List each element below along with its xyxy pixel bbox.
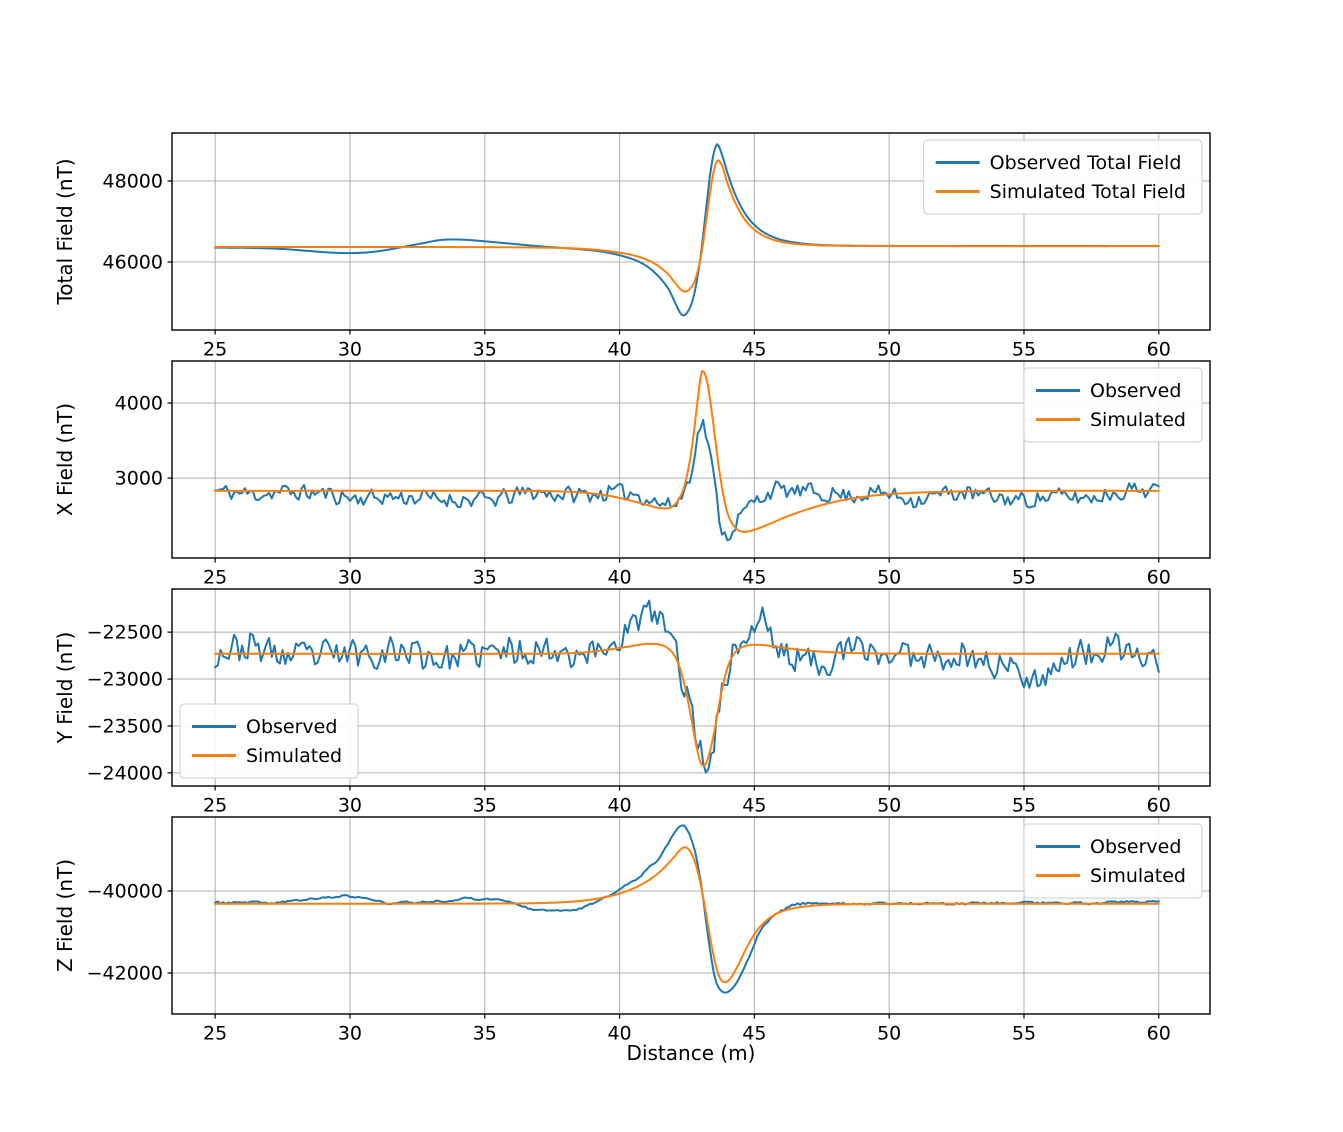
y-tick-label: −23500 — [87, 715, 163, 737]
series-observed-line — [214, 599, 1160, 774]
legend-label: Observed — [1090, 380, 1181, 402]
y-axis-label-y-field: Y Field (nT) — [53, 632, 77, 745]
axes-spine — [171, 360, 1211, 559]
legend-label: Simulated — [246, 745, 342, 767]
series-observed-line — [214, 418, 1160, 542]
x-tick-label: 45 — [742, 795, 766, 817]
x-tick-label: 50 — [877, 567, 901, 589]
plot-panels: 25 30 35 40 45 50 55 60 46000 48000 Observed Total… — [87, 132, 1211, 1045]
series-simulated-line — [214, 846, 1160, 984]
x-tick-label: 55 — [1012, 795, 1036, 817]
x-tick-label: 45 — [742, 339, 766, 361]
y-tick-label: −42000 — [87, 963, 163, 985]
x-tick-label: 45 — [742, 1023, 766, 1045]
y-tick-label: 4000 — [115, 393, 163, 415]
x-tick-label: 60 — [1147, 1023, 1171, 1045]
x-tick-label: 30 — [338, 339, 362, 361]
x-tick-label: 40 — [607, 1023, 631, 1045]
tick-labels: 25 30 35 40 45 50 55 60 −40000 −42000 — [87, 881, 1171, 1045]
x-tick-label: 25 — [203, 795, 227, 817]
tick-labels: 25 30 35 40 45 50 55 60 46000 48000 — [103, 170, 1171, 360]
x-tick-label: 55 — [1012, 567, 1036, 589]
y-axis-label-z-field: Z Field (nT) — [53, 859, 77, 972]
y-tick-label: −22500 — [87, 622, 163, 644]
x-tick-label: 25 — [203, 339, 227, 361]
y-tick-label: 48000 — [103, 170, 163, 192]
legend-label: Simulated Total Field — [990, 181, 1186, 203]
x-axis-label: Distance (m) — [627, 1041, 756, 1065]
panel-z-field: 25 30 35 40 45 50 55 60 −40000 −42000 Observed Simu… — [87, 816, 1211, 1045]
x-tick-label: 50 — [877, 1023, 901, 1045]
legend-label: Simulated — [1090, 409, 1186, 431]
legend-label: Observed — [1090, 836, 1181, 858]
legend: Observed Simulated — [1023, 823, 1203, 899]
y-tick-label: 46000 — [103, 251, 163, 273]
x-tick-label: 40 — [607, 339, 631, 361]
y-tick-label: 3000 — [115, 468, 163, 490]
x-tick-label: 60 — [1147, 339, 1171, 361]
y-tick-label: −24000 — [87, 762, 163, 784]
x-tick-label: 30 — [338, 795, 362, 817]
x-tick-label: 25 — [203, 567, 227, 589]
panel-total-field: 25 30 35 40 45 50 55 60 46000 48000 Observed Total… — [103, 132, 1211, 361]
x-tick-label: 40 — [607, 795, 631, 817]
x-tick-label: 50 — [877, 339, 901, 361]
series-simulated-line — [214, 642, 1160, 767]
y-axis-label-total-field: Total Field (nT) — [53, 158, 77, 305]
y-tick-label: −40000 — [87, 881, 163, 903]
y-tick-label: −23000 — [87, 669, 163, 691]
x-tick-label: 50 — [877, 795, 901, 817]
series-simulated-line — [214, 370, 1160, 533]
panel-y-field: 25 30 35 40 45 50 55 60 −22500 −23000 −23500 −24000… — [87, 588, 1211, 817]
x-tick-label: 60 — [1147, 795, 1171, 817]
x-tick-label: 35 — [473, 339, 497, 361]
x-tick-label: 30 — [338, 1023, 362, 1045]
x-tick-label: 30 — [338, 567, 362, 589]
legend-label: Observed — [246, 716, 337, 738]
x-tick-label: 55 — [1012, 339, 1036, 361]
x-tick-label: 25 — [203, 1023, 227, 1045]
legend: Observed Simulated — [179, 703, 359, 779]
axes-spine — [171, 132, 1211, 331]
series-simulated-line — [214, 159, 1160, 293]
panel-x-field: 25 30 35 40 45 50 55 60 3000 4000 Observed Simulate… — [115, 360, 1211, 589]
x-tick-label: 35 — [473, 1023, 497, 1045]
x-tick-label: 45 — [742, 567, 766, 589]
x-tick-label: 55 — [1012, 1023, 1036, 1045]
tick-labels: 25 30 35 40 45 50 55 60 −22500 −23000 −23500 −24000 — [87, 622, 1171, 817]
legend-label: Simulated — [1090, 865, 1186, 887]
axes-spine — [171, 816, 1211, 1015]
y-axis-label-x-field: X Field (nT) — [53, 403, 77, 516]
legend: Observed Simulated — [1023, 367, 1203, 443]
tick-labels: 25 30 35 40 45 50 55 60 3000 4000 — [115, 393, 1171, 589]
x-tick-label: 35 — [473, 795, 497, 817]
legend: Observed Total Field Simulated Total Fiel… — [923, 139, 1203, 215]
axes-spine — [171, 588, 1211, 787]
x-tick-label: 60 — [1147, 567, 1171, 589]
legend-label: Observed Total Field — [990, 152, 1182, 174]
x-tick-label: 35 — [473, 567, 497, 589]
x-tick-label: 40 — [607, 567, 631, 589]
